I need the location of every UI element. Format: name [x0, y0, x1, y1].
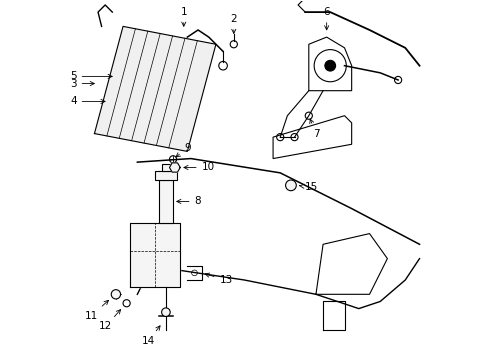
Bar: [162, 164, 171, 171]
Text: 2: 2: [230, 14, 237, 33]
Circle shape: [285, 180, 296, 191]
Text: 10: 10: [183, 162, 214, 172]
Circle shape: [111, 290, 121, 299]
Text: 5: 5: [70, 71, 112, 81]
Polygon shape: [169, 163, 180, 172]
Bar: [159, 180, 173, 223]
Text: 6: 6: [323, 7, 329, 30]
Bar: [155, 171, 176, 180]
Circle shape: [162, 308, 170, 316]
Text: 15: 15: [299, 182, 318, 192]
Text: 1: 1: [180, 7, 187, 26]
Circle shape: [324, 60, 335, 71]
Text: 11: 11: [84, 300, 108, 321]
Text: 8: 8: [176, 197, 201, 206]
Text: 14: 14: [142, 326, 160, 346]
Polygon shape: [130, 223, 180, 287]
Polygon shape: [94, 26, 216, 152]
Text: 13: 13: [205, 273, 232, 285]
Text: 9: 9: [176, 143, 190, 157]
Text: 3: 3: [70, 78, 94, 89]
Text: 4: 4: [70, 96, 105, 107]
Text: 12: 12: [99, 310, 121, 332]
Text: 7: 7: [309, 119, 319, 139]
